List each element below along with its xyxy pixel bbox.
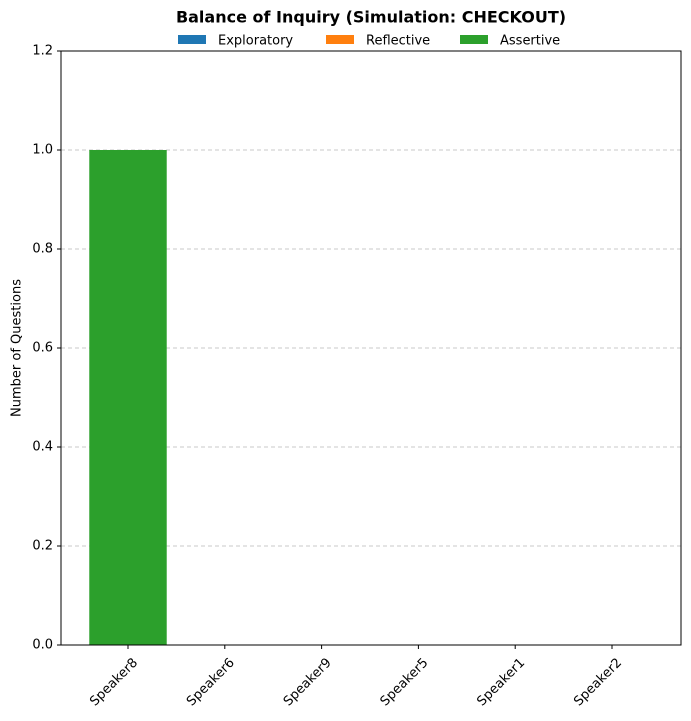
y-tick-label: 1.2: [32, 44, 53, 59]
x-tick-label: Speaker1: [474, 655, 528, 709]
y-tick-label: 0.8: [32, 242, 53, 257]
chart-title: Balance of Inquiry (Simulation: CHECKOUT…: [176, 8, 566, 27]
y-tick-label: 0.0: [32, 638, 53, 653]
x-tick-label: Speaker8: [87, 655, 141, 709]
legend-swatch: [460, 35, 488, 44]
x-tick-label: Speaker2: [571, 655, 625, 709]
x-tick-label: Speaker5: [378, 655, 432, 709]
legend-label: Assertive: [500, 34, 560, 49]
y-axis-label: Number of Questions: [10, 279, 25, 417]
y-tick-label: 0.4: [32, 440, 53, 455]
x-tick-label: Speaker9: [281, 655, 335, 709]
plot-frame: [60, 50, 682, 646]
legend-swatch: [326, 35, 354, 44]
legend-label: Reflective: [366, 34, 430, 49]
legend-swatch: [178, 35, 206, 44]
legend-label: Exploratory: [218, 34, 293, 49]
x-tick-label: Speaker6: [184, 655, 238, 709]
y-tick-label: 1.0: [32, 143, 53, 158]
bar: [89, 150, 167, 645]
y-tick-label: 0.6: [32, 341, 53, 356]
y-tick-label: 0.2: [32, 539, 53, 554]
